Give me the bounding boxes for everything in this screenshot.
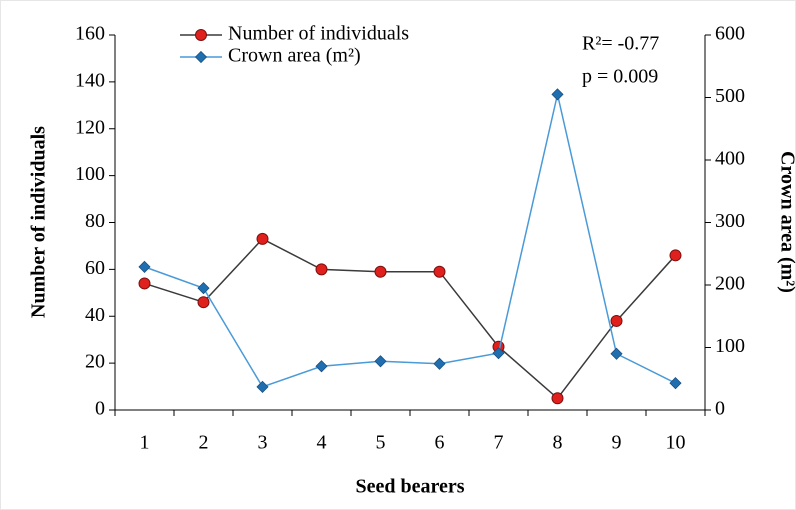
data-point [551, 88, 564, 101]
y2-tick-label: 400 [715, 148, 745, 170]
data-point [197, 296, 210, 309]
y-tick-label: 140 [75, 69, 105, 91]
x-tick-label: 2 [199, 432, 209, 454]
legend-marker [194, 50, 208, 64]
legend-label: Number of individuals [228, 23, 409, 45]
y-tick-label: 0 [95, 398, 105, 420]
data-point [315, 360, 328, 373]
y2-tick-label: 0 [715, 398, 725, 420]
x-tick-label: 10 [666, 432, 686, 454]
y-tick-label: 60 [85, 257, 105, 279]
data-point [433, 357, 446, 370]
data-point [610, 314, 623, 327]
data-point [374, 265, 387, 278]
y2-tick-label: 200 [715, 273, 745, 295]
data-point [551, 392, 564, 405]
y-tick-label: 40 [85, 304, 105, 326]
data-point [669, 249, 682, 262]
data-point [315, 263, 328, 276]
y-tick-label: 100 [75, 163, 105, 185]
annotation: R²= -0.77 [582, 33, 659, 55]
data-point [374, 355, 387, 368]
legend-marker [195, 29, 207, 41]
x-tick-label: 3 [258, 432, 268, 454]
data-point [492, 347, 505, 360]
y-tick-label: 80 [85, 210, 105, 232]
series-line [144, 94, 676, 388]
data-point [197, 282, 210, 295]
x-tick-label: 6 [435, 432, 445, 454]
data-point [256, 380, 269, 393]
y2-tick-label: 500 [715, 85, 745, 107]
y2-tick-label: 300 [715, 210, 745, 232]
x-tick-label: 9 [612, 432, 622, 454]
y2-tick-label: 100 [715, 335, 745, 357]
y-axis-title: Number of individuals [28, 126, 50, 318]
legend-label: Crown area (m²) [228, 45, 361, 67]
x-tick-label: 4 [317, 432, 327, 454]
x-tick-label: 1 [140, 432, 150, 454]
x-tick-label: 5 [376, 432, 386, 454]
data-point [610, 347, 623, 360]
data-point [256, 232, 269, 245]
annotation: p = 0.009 [582, 66, 658, 88]
x-axis-title: Seed bearers [355, 476, 464, 498]
y2-axis-title: Crown area (m²) [776, 151, 796, 293]
y-tick-label: 120 [75, 116, 105, 138]
data-point [669, 377, 682, 390]
series-line [144, 237, 677, 400]
data-point [138, 277, 151, 290]
x-tick-label: 8 [553, 432, 563, 454]
y2-tick-label: 600 [715, 23, 745, 45]
y-tick-label: 20 [85, 351, 105, 373]
y-tick-label: 160 [75, 23, 105, 45]
data-point [433, 265, 446, 278]
data-point [138, 260, 151, 273]
x-tick-label: 7 [494, 432, 504, 454]
